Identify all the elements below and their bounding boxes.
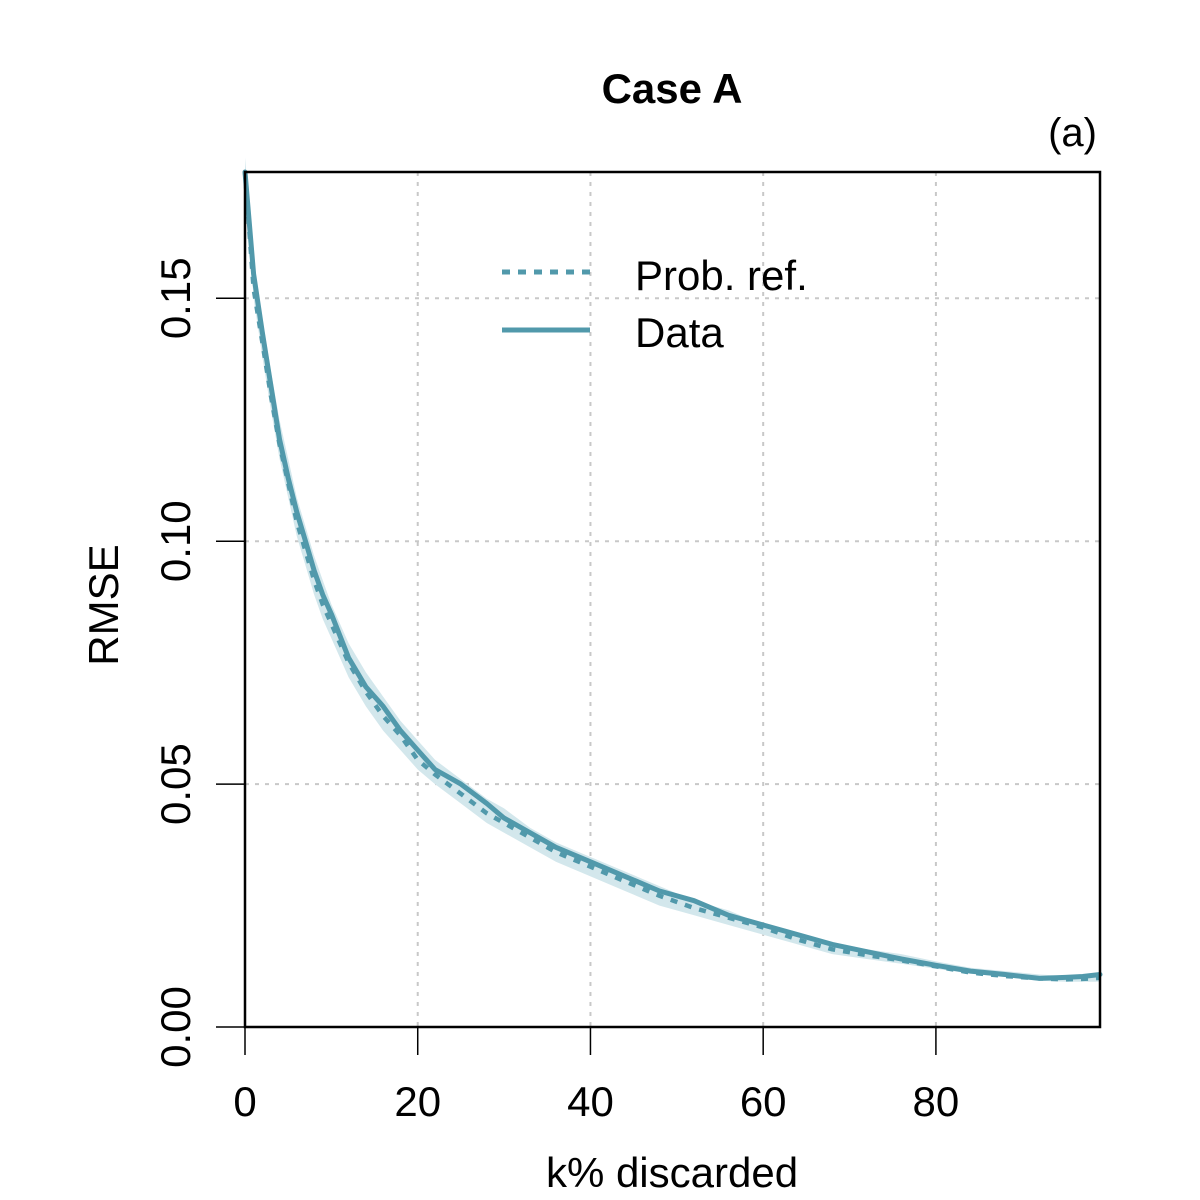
y-axis-label: RMSE [80,544,127,665]
y-tick-label: 0.15 [152,257,199,339]
legend-label-prob-ref: Prob. ref. [635,252,808,299]
panel-label: (a) [1048,111,1097,155]
legend: Prob. ref. Data [502,252,808,356]
series-lines [242,169,1103,982]
x-tick-label: 0 [233,1078,256,1125]
x-axis-label: k% discarded [546,1149,798,1196]
grid-lines [245,172,1100,1027]
x-tick-label: 80 [913,1078,960,1125]
x-tick-label: 60 [740,1078,787,1125]
y-tick-label: 0.00 [152,986,199,1068]
y-axis: 0.00 0.05 0.10 0.15 [152,257,246,1068]
x-tick-label: 40 [567,1078,614,1125]
y-tick-label: 0.10 [152,500,199,582]
series-line-data [242,169,1103,981]
legend-label-data: Data [635,309,724,356]
chart-title: Case A [602,65,743,112]
y-tick-label: 0.05 [152,743,199,825]
x-tick-label: 20 [394,1078,441,1125]
series-line-prob-ref [242,171,1101,982]
x-axis: 0 20 40 60 80 [233,1026,960,1125]
